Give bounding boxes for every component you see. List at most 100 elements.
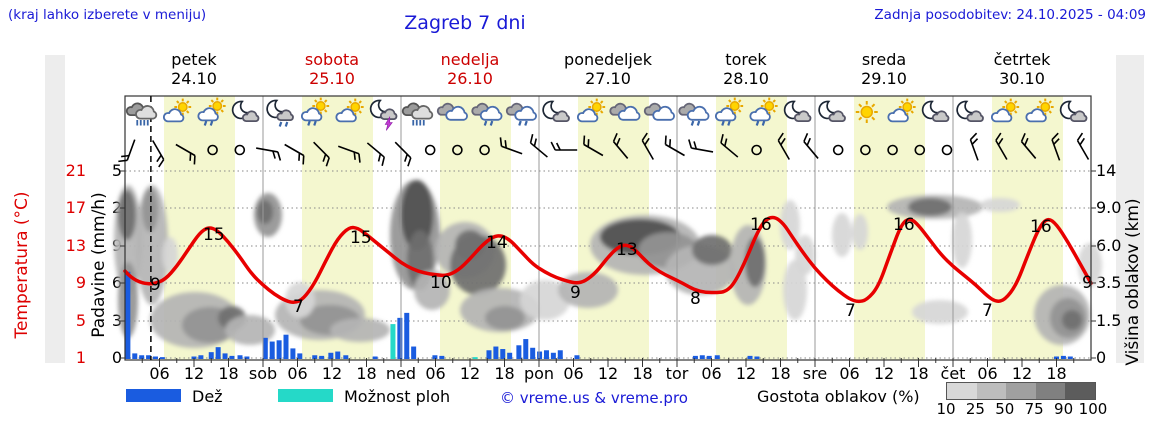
temp-value-label: 9 bbox=[150, 275, 161, 295]
right-axis-strip bbox=[1116, 55, 1144, 363]
wind-calm-icon bbox=[887, 144, 898, 156]
cloud-shape bbox=[446, 107, 467, 120]
precip-bar bbox=[262, 337, 268, 359]
cloud-blob bbox=[142, 188, 158, 232]
precip-bar bbox=[397, 317, 403, 359]
drizzle-marks bbox=[727, 120, 731, 126]
cloud-shape bbox=[1071, 111, 1087, 121]
precip-bar bbox=[276, 340, 282, 359]
cloud-blob bbox=[330, 318, 390, 342]
cloud-shape bbox=[795, 111, 811, 121]
wind-calm-icon bbox=[941, 144, 953, 156]
cloud-blob bbox=[745, 237, 765, 287]
sun-ray bbox=[762, 99, 766, 103]
weather-icon-cloudy bbox=[645, 104, 674, 120]
density-gradient-segment bbox=[947, 383, 977, 399]
hour-tick-label: 06 bbox=[149, 364, 170, 383]
temp-value-label: 13 bbox=[616, 240, 638, 260]
sun-ray bbox=[220, 109, 224, 113]
weather-icon-cloud-drizzle bbox=[679, 104, 708, 126]
cloud-shape bbox=[992, 109, 1012, 121]
precip-bar bbox=[486, 350, 492, 359]
cloud-shape bbox=[277, 110, 293, 120]
sun-ray bbox=[186, 110, 190, 114]
wind-calm-icon bbox=[424, 144, 436, 156]
precip-tick-label: 5 bbox=[111, 161, 122, 180]
wind-barb-icon bbox=[394, 141, 412, 167]
precip-bar bbox=[411, 346, 417, 359]
cloud-blob bbox=[912, 300, 968, 324]
cloud-blob bbox=[257, 200, 273, 224]
sun-ray bbox=[871, 103, 876, 108]
day-date: 30.10 bbox=[999, 69, 1045, 88]
cloud-shape bbox=[688, 107, 709, 120]
hour-tick-label: 12 bbox=[321, 364, 343, 383]
hour-tick-label: 06 bbox=[287, 364, 308, 383]
day-header: ponedeljek 27.10 bbox=[539, 50, 677, 88]
precip-bar bbox=[472, 357, 478, 359]
cloud-blob bbox=[692, 235, 732, 265]
cloud-shape bbox=[336, 109, 356, 121]
sun-disc bbox=[1040, 102, 1051, 112]
precip-bar bbox=[1054, 356, 1059, 359]
hour-tick-label: 18 bbox=[218, 364, 239, 383]
day-header: nedelja 26.10 bbox=[401, 50, 539, 88]
copyright-text: © vreme.us & vreme.pro bbox=[500, 389, 688, 407]
wind-barb-icon bbox=[499, 137, 523, 155]
precip-bar bbox=[543, 350, 549, 359]
temp-value-label: 15 bbox=[203, 225, 225, 245]
weather-icon-moon-rain bbox=[267, 100, 293, 127]
weather-icon-cloud-drizzle bbox=[507, 104, 536, 126]
density-gradient-segment bbox=[1065, 383, 1095, 399]
location-menu-hint: (kraj lahko izberete v meniju) bbox=[8, 7, 207, 23]
precip-bar bbox=[404, 312, 410, 359]
sun-disc bbox=[729, 101, 740, 111]
precip-bar bbox=[237, 355, 243, 359]
cloud-shape bbox=[198, 108, 218, 120]
sun-ray bbox=[348, 100, 352, 104]
precip-bar bbox=[159, 357, 165, 359]
wind-barb-icon bbox=[1020, 133, 1037, 159]
cloud-blob bbox=[520, 280, 570, 320]
height-tick-label: 9.0 bbox=[1096, 198, 1122, 217]
day-name: četrtek bbox=[993, 50, 1051, 69]
precip-bar bbox=[500, 349, 506, 359]
weather-icon-sun-cloud bbox=[164, 98, 192, 122]
hour-tick-label: 06 bbox=[839, 364, 860, 383]
wind-barb-icon bbox=[313, 141, 330, 167]
precip-bar bbox=[699, 355, 705, 359]
day-abbr-label: pon bbox=[523, 364, 555, 383]
temp-value-label: 7 bbox=[845, 301, 856, 321]
wind-calm-icon bbox=[860, 144, 871, 156]
sun-ray bbox=[324, 109, 328, 113]
hour-tick-label: 18 bbox=[632, 364, 653, 383]
day-abbr-label: ned bbox=[385, 364, 417, 383]
sun-ray bbox=[186, 100, 190, 104]
cloud-blob bbox=[1062, 310, 1082, 330]
weather-icon-moon-cloud bbox=[1061, 101, 1087, 121]
day-date: 27.10 bbox=[585, 69, 631, 88]
precip-bar bbox=[297, 353, 303, 359]
weather-icon-moon-cloud bbox=[233, 101, 259, 121]
wind-barb-icon bbox=[969, 132, 979, 161]
cloud-shape bbox=[578, 109, 598, 121]
precip-bar bbox=[439, 355, 445, 359]
temp-value-label: 9 bbox=[570, 283, 581, 303]
hour-tick-label: 18 bbox=[1046, 364, 1067, 383]
precip-bar bbox=[1060, 355, 1066, 359]
sun-ray bbox=[1014, 100, 1018, 104]
temp-tick-label: 5 bbox=[75, 311, 86, 330]
sun-ray bbox=[1048, 110, 1052, 114]
temp-value-label: 8 bbox=[690, 289, 701, 309]
cloud-shape bbox=[750, 108, 770, 120]
cloud-density-gradient bbox=[946, 382, 1096, 400]
cloud-shape bbox=[243, 111, 259, 121]
cloud-blob bbox=[852, 214, 868, 250]
precip-bar bbox=[390, 324, 396, 359]
lightning-bolt bbox=[384, 115, 393, 131]
precip-tick-label: 3 bbox=[111, 311, 122, 330]
page-title: Zagreb 7 dni bbox=[404, 12, 526, 34]
temp-value-label: 14 bbox=[486, 233, 508, 253]
density-gradient-segment bbox=[1006, 383, 1036, 399]
temp-value-label: 7 bbox=[982, 301, 993, 321]
